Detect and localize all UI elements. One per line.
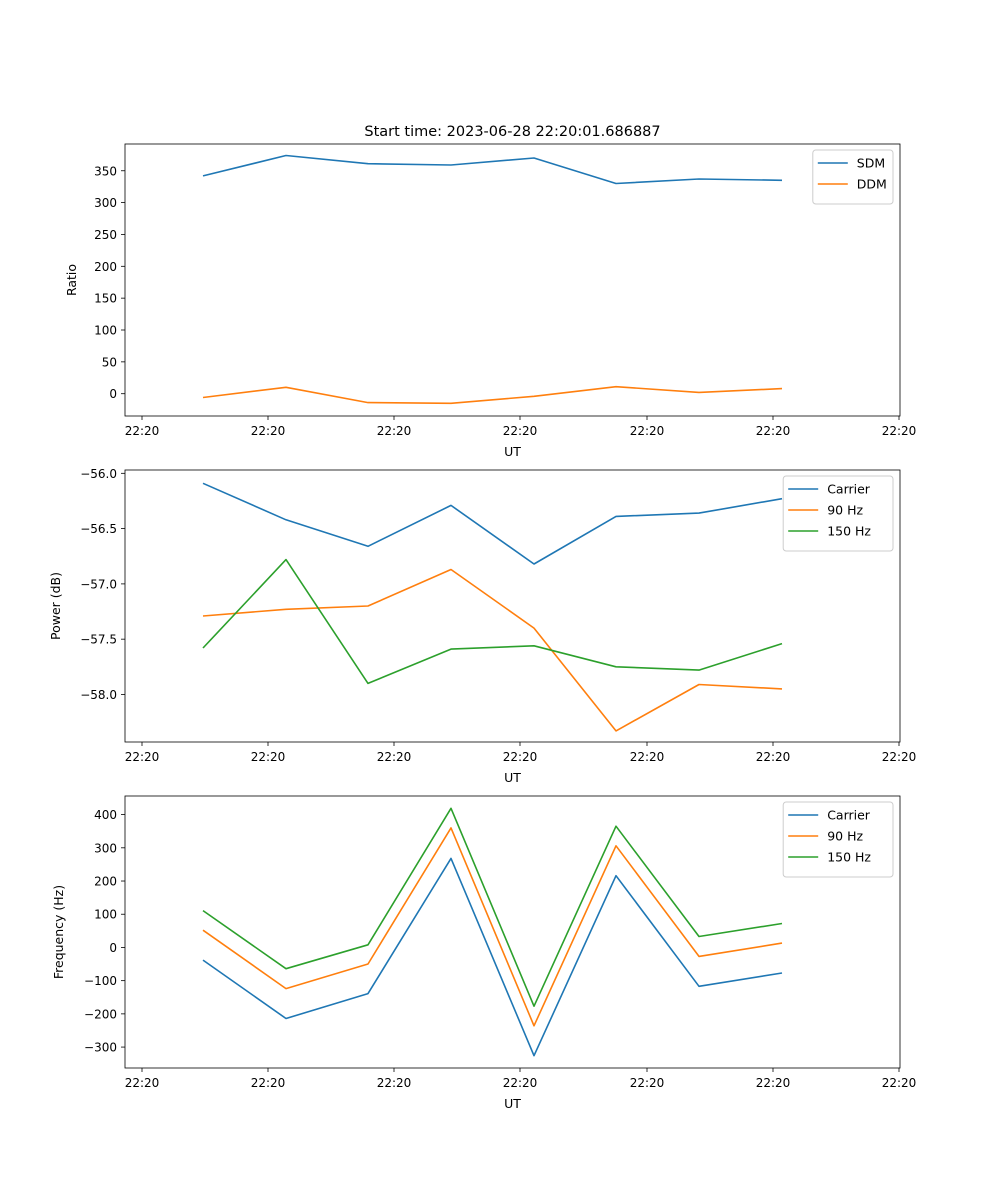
series-line-ddm xyxy=(202,385,783,405)
y-tick-label: 250 xyxy=(94,228,117,242)
legend-entry: DDM xyxy=(857,177,887,192)
legend: SDM DDM xyxy=(812,149,894,205)
y-tick-label: 100 xyxy=(94,324,117,338)
subplot-1: Start time: 2023-06-28 22:20:01.686887 22… xyxy=(64,124,916,459)
axes-frame xyxy=(124,469,901,743)
legend-entry: 90 Hz xyxy=(827,503,863,518)
x-tick-label: 22:20 xyxy=(377,424,412,438)
y-axis-label: Power (dB) xyxy=(48,572,63,640)
x-tick-label: 22:20 xyxy=(882,750,917,764)
y-tick-label: 0 xyxy=(109,387,117,401)
y-tick-label: 100 xyxy=(94,908,117,922)
x-tick-label: 22:20 xyxy=(882,424,917,438)
legend: Carrier 90 Hz 150 Hz xyxy=(782,475,894,552)
x-tick-label: 22:20 xyxy=(125,424,160,438)
x-tick-label: 22:20 xyxy=(251,750,286,764)
x-tick-label: 22:20 xyxy=(503,750,538,764)
x-tick-label: 22:20 xyxy=(377,1076,412,1090)
x-tick-label: 22:20 xyxy=(503,424,538,438)
y-axis-label: Frequency (Hz) xyxy=(51,885,66,979)
x-tick-label: 22:20 xyxy=(251,424,286,438)
y-tick-label: −57.5 xyxy=(80,633,117,647)
y-tick-label: 350 xyxy=(94,164,117,178)
x-tick-label: 22:20 xyxy=(756,750,791,764)
series-line-150-hz xyxy=(202,807,783,1008)
y-tick-label: 200 xyxy=(94,875,117,889)
y-tick-label: 300 xyxy=(94,196,117,210)
x-tick-label: 22:20 xyxy=(251,1076,286,1090)
legend-box xyxy=(782,801,894,878)
y-tick-label: 400 xyxy=(94,808,117,822)
x-tick-label: 22:20 xyxy=(377,750,412,764)
x-tick-label: 22:20 xyxy=(756,1076,791,1090)
subplot-3: 22:20 22:20 22:20 22:20 22:20 22:20 22:20 UT −30… xyxy=(51,795,917,1111)
x-tick-label: 22:20 xyxy=(630,424,665,438)
series-line-carrier xyxy=(202,857,783,1057)
legend-entry: Carrier xyxy=(827,482,871,497)
series-line-150-hz xyxy=(202,558,783,685)
legend: Carrier 90 Hz 150 Hz xyxy=(782,801,894,878)
y-tick-label: 150 xyxy=(94,292,117,306)
y-tick-label: 200 xyxy=(94,260,117,274)
y-tick-label: −56.0 xyxy=(80,467,117,481)
y-tick-label: −100 xyxy=(84,974,117,988)
series-line-90-hz xyxy=(202,568,783,732)
x-tick-label: 22:20 xyxy=(630,1076,665,1090)
axes-frame xyxy=(124,795,901,1069)
legend-box xyxy=(782,475,894,552)
x-tick-label: 22:20 xyxy=(125,750,160,764)
y-tick-label: −300 xyxy=(84,1041,117,1055)
chart-title: Start time: 2023-06-28 22:20:01.686887 xyxy=(364,124,660,140)
y-axis-label: Ratio xyxy=(64,264,79,296)
legend-entry: 90 Hz xyxy=(827,829,863,844)
y-tick-label: −56.5 xyxy=(80,522,117,536)
legend-entry: 150 Hz xyxy=(827,850,871,865)
x-tick-label: 22:20 xyxy=(630,750,665,764)
axes-frame xyxy=(124,143,901,417)
y-tick-label: −200 xyxy=(84,1007,117,1021)
series-line-sdm xyxy=(202,154,783,185)
y-tick-label: −57.0 xyxy=(80,577,117,591)
legend-entry: SDM xyxy=(857,156,885,171)
x-tick-label: 22:20 xyxy=(125,1076,160,1090)
y-tick-label: −58.0 xyxy=(80,688,117,702)
subplot-2: 22:20 22:20 22:20 22:20 22:20 22:20 22:20 UT −58… xyxy=(48,467,916,785)
legend-entry: Carrier xyxy=(827,808,871,823)
x-axis-label: UT xyxy=(504,444,521,459)
x-tick-label: 22:20 xyxy=(882,1076,917,1090)
y-tick-label: 0 xyxy=(109,941,117,955)
series-line-carrier xyxy=(202,482,783,565)
legend-entry: 150 Hz xyxy=(827,524,871,539)
x-tick-label: 22:20 xyxy=(503,1076,538,1090)
y-tick-label: 300 xyxy=(94,841,117,855)
x-axis-label: UT xyxy=(504,770,521,785)
series-line-90-hz xyxy=(202,827,783,1027)
x-tick-label: 22:20 xyxy=(756,424,791,438)
y-tick-label: 50 xyxy=(102,355,117,369)
x-axis-label: UT xyxy=(504,1096,521,1111)
